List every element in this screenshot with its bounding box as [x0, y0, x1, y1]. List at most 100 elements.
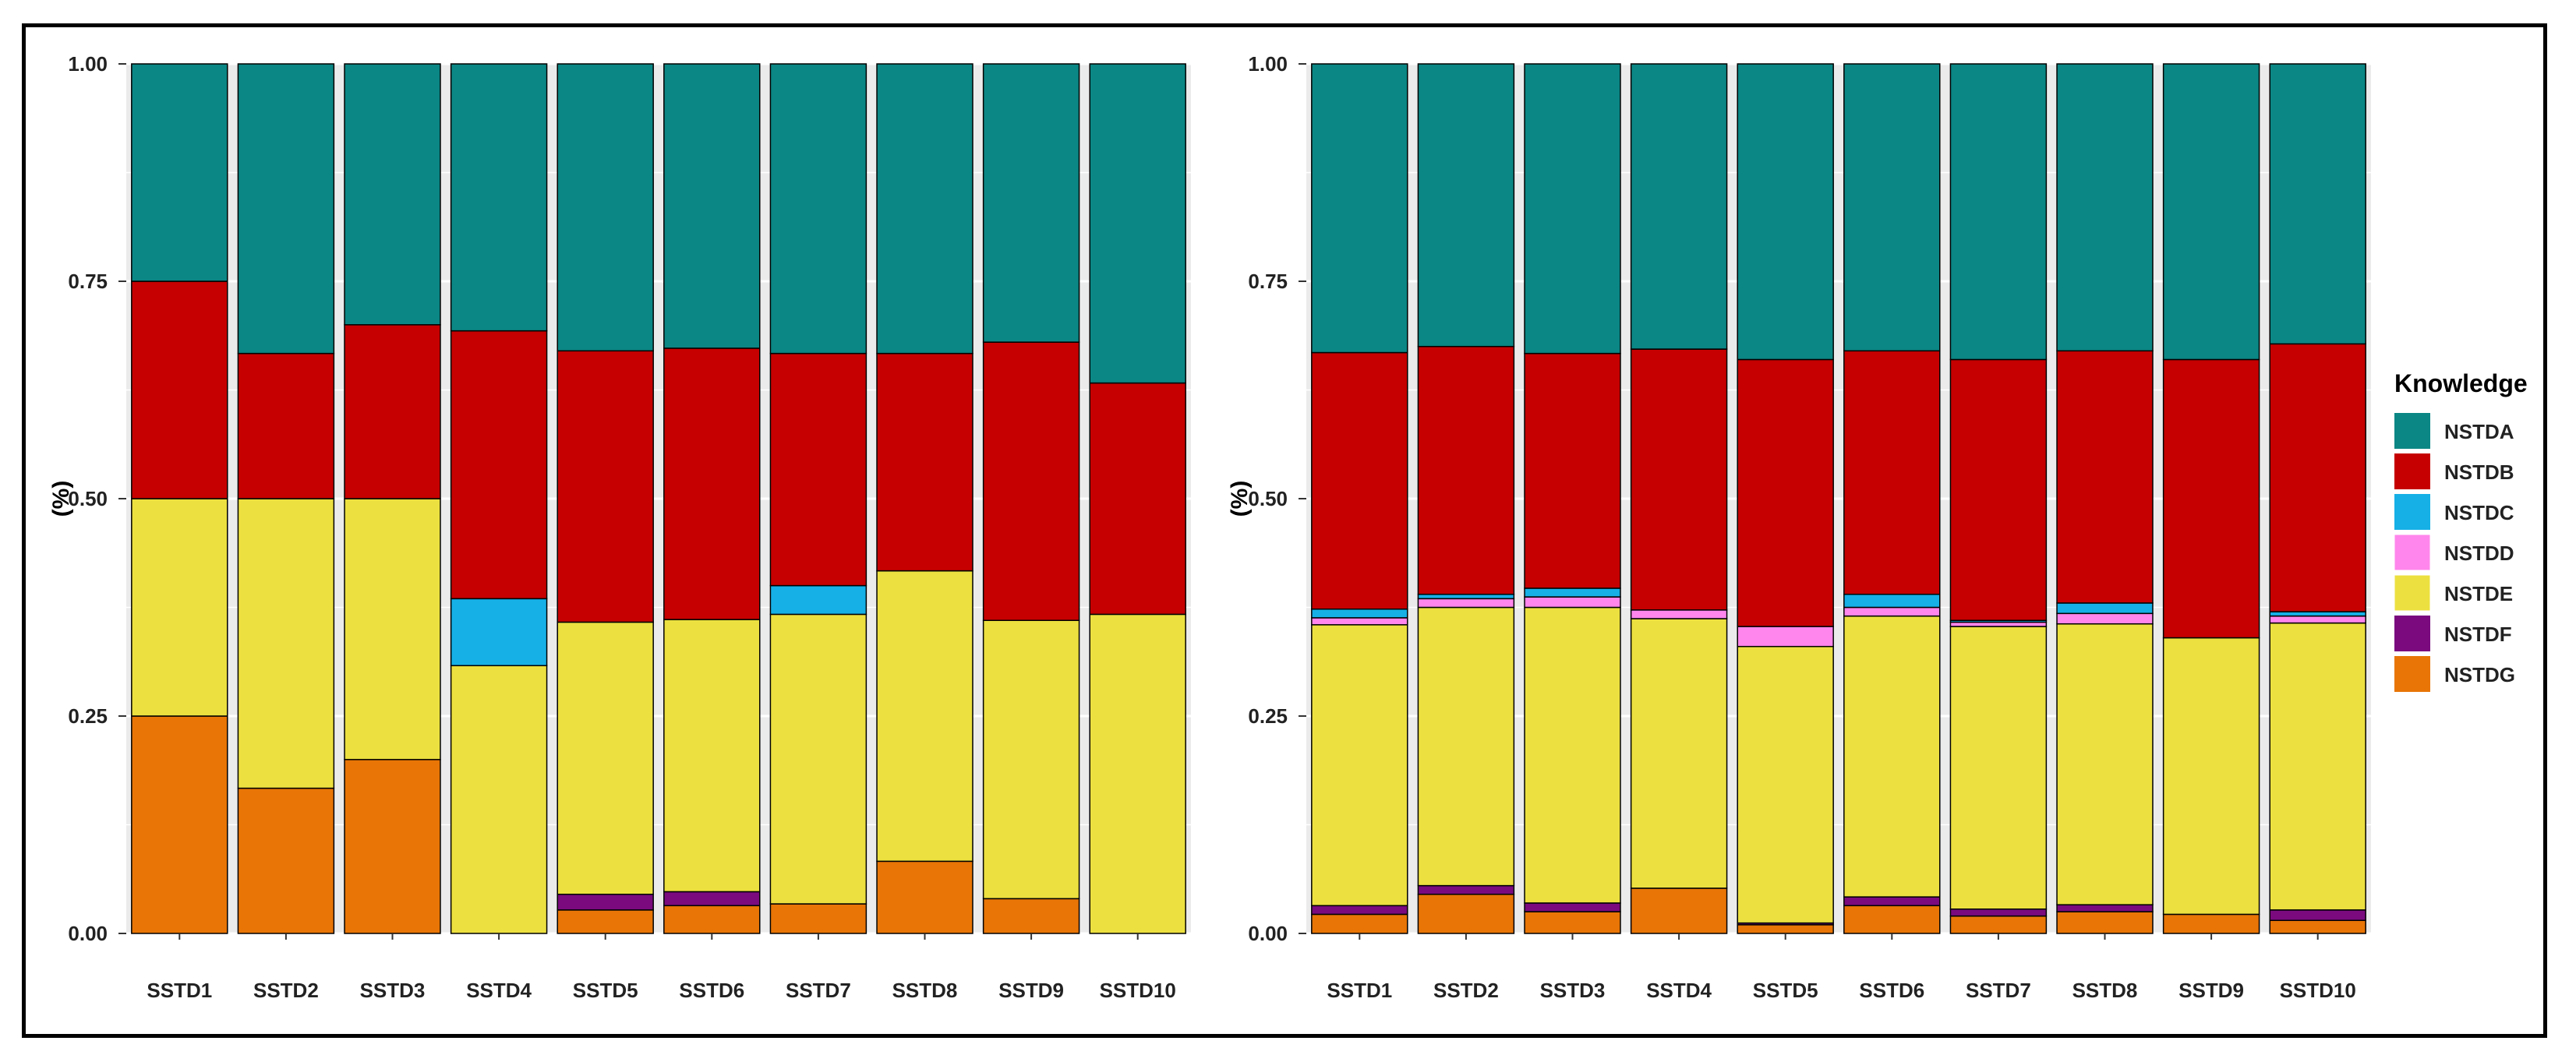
bar-sstd7-nstda [1949, 63, 2048, 361]
bar-sstd1-nstdb [131, 280, 228, 499]
bar-sstd6-nstdc [1843, 594, 1941, 609]
y-tick-label: 0.25 [68, 704, 108, 728]
y-tick-label: 0.00 [1248, 922, 1288, 945]
bar-sstd5-nstdg [557, 909, 654, 934]
bar-sstd7-nstdg [1949, 915, 2048, 934]
bar-sstd8-nstda [876, 63, 974, 355]
bar-sstd4-nstda [1630, 63, 1728, 350]
bar-sstd8-nstde [876, 570, 974, 863]
bar-sstd10-nstda [2269, 63, 2366, 345]
x-tick-label: SSTD4 [466, 979, 532, 1002]
legend-key-nstde [2394, 574, 2431, 612]
bar-sstd7-nstdb [1949, 358, 2048, 621]
bar-sstd5-nstdf [557, 894, 654, 911]
bar-sstd7-nstdf [1949, 909, 2048, 917]
legend-key-nstda [2394, 413, 2430, 449]
bar-sstd4-nstdc [450, 598, 548, 667]
bar-sstd7-nstda [769, 63, 868, 355]
bar-sstd9-nstda [982, 63, 1080, 343]
x-tick-label: SSTD5 [1753, 979, 1818, 1002]
bar-sstd8-nstdf [2056, 904, 2154, 912]
x-tick-label: SSTD3 [360, 979, 426, 1002]
bar-sstd9-nstdg [2162, 913, 2260, 934]
bar-sstd9-nstdb [982, 341, 1080, 621]
bar-sstd2-nstdb [1417, 345, 1515, 595]
x-tick-label: SSTD9 [998, 979, 1064, 1002]
bar-sstd9-nstdg [982, 898, 1080, 934]
y-tick-label: 1.00 [68, 52, 108, 76]
legend-label-nstdf: NSTDF [2444, 623, 2512, 646]
x-tick-label: SSTD7 [1966, 979, 2031, 1002]
bar-sstd10-nstdb [2269, 343, 2366, 612]
y-tick-label: 0.25 [1248, 704, 1288, 728]
bar-sstd3-nstda [344, 63, 441, 326]
bar-sstd1-nstdf [1311, 905, 1408, 916]
bar-sstd3-nstde [1524, 606, 1621, 904]
bar-sstd5-nstda [557, 63, 654, 352]
bar-sstd6-nstda [663, 63, 761, 349]
bar-sstd3-nstdd [1524, 596, 1621, 609]
bar-sstd6-nstdf [1843, 896, 1941, 907]
bar-sstd1-nstdd [1311, 617, 1408, 626]
bar-sstd10-nstdb [1089, 382, 1186, 616]
bar-sstd5-nstdg [1737, 924, 1834, 934]
bar-sstd4-nstdd [1630, 609, 1728, 619]
bar-sstd6-nstde [1843, 615, 1941, 898]
bar-sstd5-nstda [1737, 63, 1834, 361]
y-tick-label: 1.00 [1248, 52, 1288, 76]
legend-label-nstdd: NSTDD [2444, 542, 2514, 565]
bar-sstd6-nstdf [663, 891, 761, 907]
bar-sstd3-nstdc [1524, 587, 1621, 598]
x-tick-label: SSTD6 [679, 979, 744, 1002]
x-tick-label: SSTD3 [1540, 979, 1606, 1002]
legend-key-nstdc [2394, 494, 2430, 530]
y-tick-label: 0.75 [1248, 270, 1288, 293]
bar-sstd7-nstdg [769, 903, 868, 934]
x-tick-label: SSTD5 [573, 979, 638, 1002]
chart-panel-1: SSTD1 SSTD2 SSTD3 SSTD4 SSTD5 SSTD6 SSTD7 SSTD8… [48, 52, 1191, 1002]
y-axis-title: (%) [1227, 481, 1253, 517]
bar-sstd7-nstdc [769, 584, 868, 616]
x-tick-label: SSTD10 [1100, 979, 1176, 1002]
bar-sstd9-nstdb [2162, 358, 2260, 639]
bar-sstd10-nstda [1089, 63, 1186, 384]
bar-sstd3-nstde [344, 498, 441, 760]
x-tick-label: SSTD2 [253, 979, 319, 1002]
bar-sstd8-nstdc [2056, 602, 2154, 615]
x-tick-label: SSTD1 [147, 979, 212, 1002]
bar-sstd8-nstda [2056, 63, 2154, 352]
bar-sstd2-nstdc [1417, 594, 1515, 600]
bar-sstd1-nstde [1311, 624, 1408, 907]
bar-sstd3-nstda [1524, 63, 1621, 355]
bar-sstd1-nstdg [131, 715, 228, 934]
legend-label-nstdc: NSTDC [2444, 501, 2514, 524]
bar-sstd3-nstdg [344, 759, 441, 934]
bar-sstd2-nstdb [237, 352, 335, 499]
legend-key-nstdd [2394, 534, 2431, 571]
x-tick-label: SSTD7 [786, 979, 851, 1002]
bar-sstd10-nstdg [2269, 919, 2366, 934]
y-tick-label: 0.50 [1248, 487, 1288, 510]
y-tick-label: 0.00 [68, 922, 108, 945]
bar-sstd10-nstdd [2269, 615, 2366, 624]
y-tick-label: 0.75 [68, 270, 108, 293]
x-tick-label: SSTD8 [892, 979, 958, 1002]
bar-sstd4-nstda [450, 63, 548, 332]
bar-sstd3-nstdb [344, 324, 441, 499]
y-axis-title: (%) [48, 481, 74, 517]
bar-sstd8-nstdg [2056, 911, 2154, 934]
legend-label-nstda: NSTDA [2444, 420, 2514, 443]
bar-sstd8-nstde [2056, 623, 2154, 905]
bar-sstd6-nstdg [663, 905, 761, 934]
bar-sstd9-nstda [2162, 63, 2260, 361]
bar-sstd5-nstdb [1737, 358, 1834, 627]
legend: Knowledge NSTDA NSTDB NSTDC NSTDD NSTDE NSTDF… [2394, 369, 2528, 692]
x-tick-label: SSTD4 [1646, 979, 1712, 1002]
bar-sstd4-nstdg [1630, 887, 1728, 934]
bar-sstd3-nstdf [1524, 902, 1621, 912]
bar-sstd8-nstdd [2056, 612, 2154, 625]
bar-sstd7-nstdd [1949, 621, 2048, 627]
bar-sstd4-nstde [1630, 618, 1728, 889]
bar-sstd4-nstdb [450, 330, 548, 600]
legend-key-nstdg [2394, 656, 2430, 692]
